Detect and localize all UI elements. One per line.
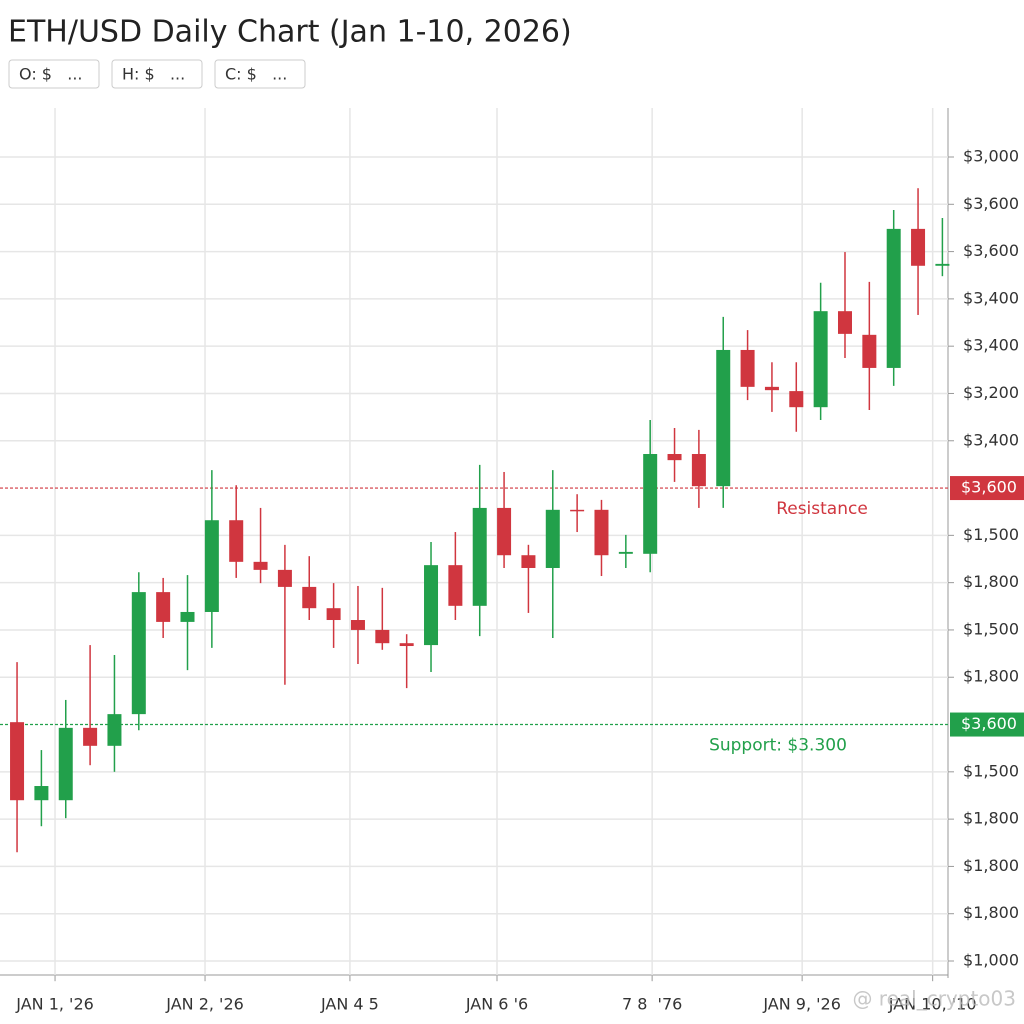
y-tick-label: $3,000	[963, 146, 1019, 165]
level-text: Resistance	[776, 499, 868, 519]
candle-body	[497, 507, 512, 556]
y-tick-label: $1,800	[963, 572, 1019, 591]
level-badge	[950, 476, 1024, 501]
x-tick-label: JAN 2, '26	[165, 995, 244, 1014]
candle-body	[326, 608, 341, 621]
candle-body	[837, 311, 852, 334]
candle-body	[34, 786, 49, 801]
y-tick-label: $3,400	[963, 288, 1019, 307]
candle-body	[180, 611, 195, 622]
summary-label: H: $ ...	[122, 65, 185, 84]
summary-label: C: $ ...	[225, 65, 287, 84]
level-badge-label: $3,600	[961, 714, 1017, 733]
chart-title: ETH/USD Daily Chart (Jan 1-10, 2026)	[8, 15, 572, 50]
summary-boxes: O: $ ... H: $ ... C: $ ...	[8, 59, 306, 89]
candle-body	[667, 454, 682, 461]
candle-body	[618, 551, 633, 554]
candle-body	[545, 509, 560, 568]
x-tick-label: JAN 9, '26	[762, 995, 841, 1014]
y-tick-label: $3,200	[963, 383, 1019, 402]
candle-body	[935, 263, 950, 266]
candle-body	[472, 507, 487, 606]
candle-body	[277, 569, 292, 587]
y-tick-label: $1,800	[963, 856, 1019, 875]
y-tick-label: $1,000	[963, 951, 1019, 970]
y-tick-label: $1,500	[963, 525, 1019, 544]
candle-body	[131, 592, 146, 715]
x-tick-label: JAN 1, '26	[15, 995, 94, 1014]
candle-body	[911, 228, 926, 266]
candle-body	[399, 643, 414, 647]
summary-box	[111, 59, 203, 89]
y-tick-label: $1,800	[963, 667, 1019, 686]
candle-body	[813, 311, 828, 408]
candle-body	[375, 629, 390, 644]
level-badge	[950, 712, 1024, 737]
y-tick-label: $3,600	[963, 241, 1019, 260]
summary-box	[8, 59, 100, 89]
candle-body	[789, 391, 804, 408]
candle-body	[10, 722, 25, 801]
candle-body	[643, 454, 658, 554]
candle-body	[58, 727, 73, 801]
candle-body	[448, 565, 463, 606]
y-tick-label: $1,500	[963, 761, 1019, 780]
candle-body	[570, 509, 585, 512]
candle-body	[83, 727, 98, 746]
level-badge-label: $3,600	[961, 478, 1017, 497]
candle-body	[886, 228, 901, 368]
x-tick-label: JAN 4 5	[320, 995, 379, 1014]
candle-body	[350, 620, 365, 630]
summary-box	[214, 59, 306, 89]
y-tick-label: $1,500	[963, 619, 1019, 638]
candle-body	[107, 714, 122, 746]
candle-body	[204, 520, 219, 612]
y-tick-label: $3,400	[963, 336, 1019, 355]
candle-body	[764, 386, 779, 391]
candle-body	[424, 565, 439, 646]
candle-body	[302, 586, 317, 609]
candle-body	[691, 454, 706, 487]
watermark: @ real_crypto03	[852, 987, 1016, 1011]
candle-body	[253, 561, 268, 570]
x-tick-label: JAN 10, '10	[888, 995, 977, 1014]
x-tick-label: 7 8 '76	[622, 995, 682, 1014]
candle-body	[229, 520, 244, 562]
y-tick-label: $3,600	[963, 194, 1019, 213]
y-tick-label: $1,800	[963, 809, 1019, 828]
y-tick-label: $3,400	[963, 430, 1019, 449]
candle-body	[716, 349, 731, 487]
candle-body	[521, 555, 536, 568]
candle-body	[594, 509, 609, 556]
y-tick-label: $1,800	[963, 903, 1019, 922]
level-text: Support: $3.300	[709, 736, 847, 756]
x-tick-label: JAN 6 '6	[465, 995, 528, 1014]
candle-body	[862, 334, 877, 368]
candle-body	[740, 349, 755, 387]
summary-label: O: $ ...	[19, 65, 82, 84]
candle-body	[156, 592, 171, 622]
